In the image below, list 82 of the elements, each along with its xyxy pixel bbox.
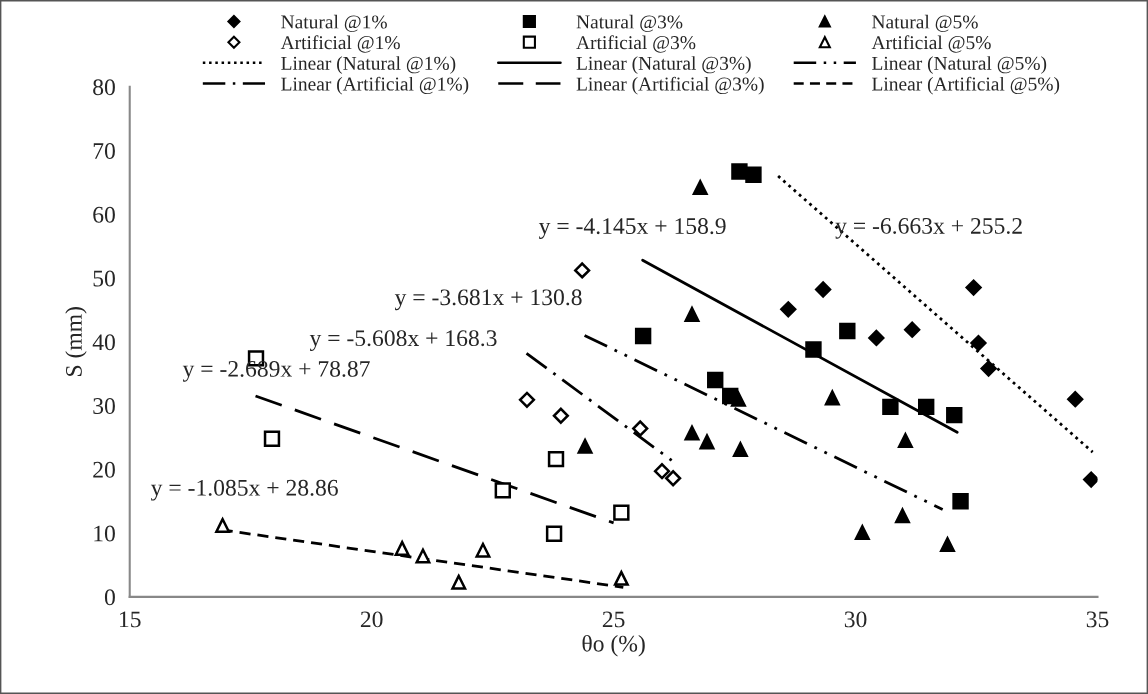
legend-label: Artificial @3% [576, 35, 696, 53]
point [684, 306, 700, 322]
point [545, 525, 563, 542]
annotation: y = -1.085x + 28.86 [150, 479, 338, 501]
legend-label: Artificial @5% [871, 35, 991, 53]
point [494, 482, 511, 499]
y-tick-label: 80 [93, 79, 115, 96]
point [547, 450, 565, 468]
legend-label: Linear (Artificial @1%) [281, 76, 469, 95]
y-tick-label: 30 [93, 398, 115, 414]
x-tick-label: 25 [602, 611, 625, 628]
point [1067, 391, 1084, 408]
legend-label: Artificial @1% [280, 35, 400, 53]
point [904, 321, 921, 338]
point [980, 360, 997, 377]
x-tick-label: 15 [120, 611, 141, 628]
y-tick-label: 60 [93, 206, 115, 223]
point [518, 391, 536, 408]
point [894, 508, 910, 524]
point [451, 574, 467, 590]
legend-label: Linear (Natural @3%) [576, 56, 751, 74]
legend-label: Natural @5% [872, 14, 978, 33]
point [824, 390, 840, 406]
annotation: y = -4.145x + 158.9 [538, 218, 726, 239]
point [730, 391, 746, 407]
point [415, 548, 431, 564]
point [707, 371, 724, 389]
point [215, 517, 231, 533]
point [946, 406, 963, 424]
point [918, 398, 935, 416]
legend-label: Linear (Natural @1%) [281, 56, 456, 74]
point [574, 262, 591, 279]
y-tick-label: 10 [94, 525, 115, 542]
x-axis-title: θo (%) [582, 634, 645, 657]
point [684, 425, 700, 441]
point [731, 163, 748, 180]
x-tick-label: 30 [844, 611, 867, 628]
point [780, 301, 797, 318]
y-tick-label: 0 [104, 589, 115, 606]
y-tick-label: 70 [93, 143, 115, 159]
point [805, 341, 822, 358]
point [732, 442, 748, 458]
point [577, 438, 593, 454]
point [692, 179, 708, 195]
point [839, 322, 856, 340]
point [613, 570, 629, 586]
point [882, 398, 899, 416]
point [868, 329, 885, 347]
annotation: y = -2.689x + 78.87 [182, 360, 370, 382]
x-tick-label: 20 [360, 611, 383, 628]
point [632, 420, 649, 437]
point [815, 281, 832, 298]
point [263, 430, 281, 447]
point [745, 166, 762, 183]
point [970, 334, 987, 352]
y-tick-label: 40 [92, 334, 115, 351]
point [897, 433, 913, 449]
point [394, 540, 410, 556]
y-axis-title: S (mm) [65, 307, 87, 376]
annotation: y = -5.608x + 168.3 [309, 330, 497, 351]
annotation: y = -6.663x + 255.2 [835, 217, 1022, 239]
y-tick-label: 20 [93, 461, 115, 478]
legend-label: Linear (Natural @5%) [872, 56, 1047, 74]
x-tick-label: 35 [1086, 611, 1109, 628]
point [699, 434, 715, 450]
legend-label: Natural @1% [281, 14, 387, 33]
point [854, 524, 870, 540]
point [1083, 471, 1098, 488]
point [965, 279, 982, 296]
point [952, 493, 969, 510]
point [634, 327, 652, 345]
point [613, 504, 630, 521]
point [939, 537, 955, 553]
annotation: y = -3.681x + 130.8 [394, 289, 582, 311]
point [665, 470, 682, 487]
legend-label: Natural @3% [576, 14, 683, 33]
point [475, 542, 491, 558]
point [552, 407, 569, 424]
point [653, 463, 671, 480]
legend-label: Linear (Artificial @3%) [576, 76, 764, 95]
legend-label: Linear (Artificial @5%) [872, 76, 1060, 95]
y-tick-label: 50 [93, 270, 115, 287]
